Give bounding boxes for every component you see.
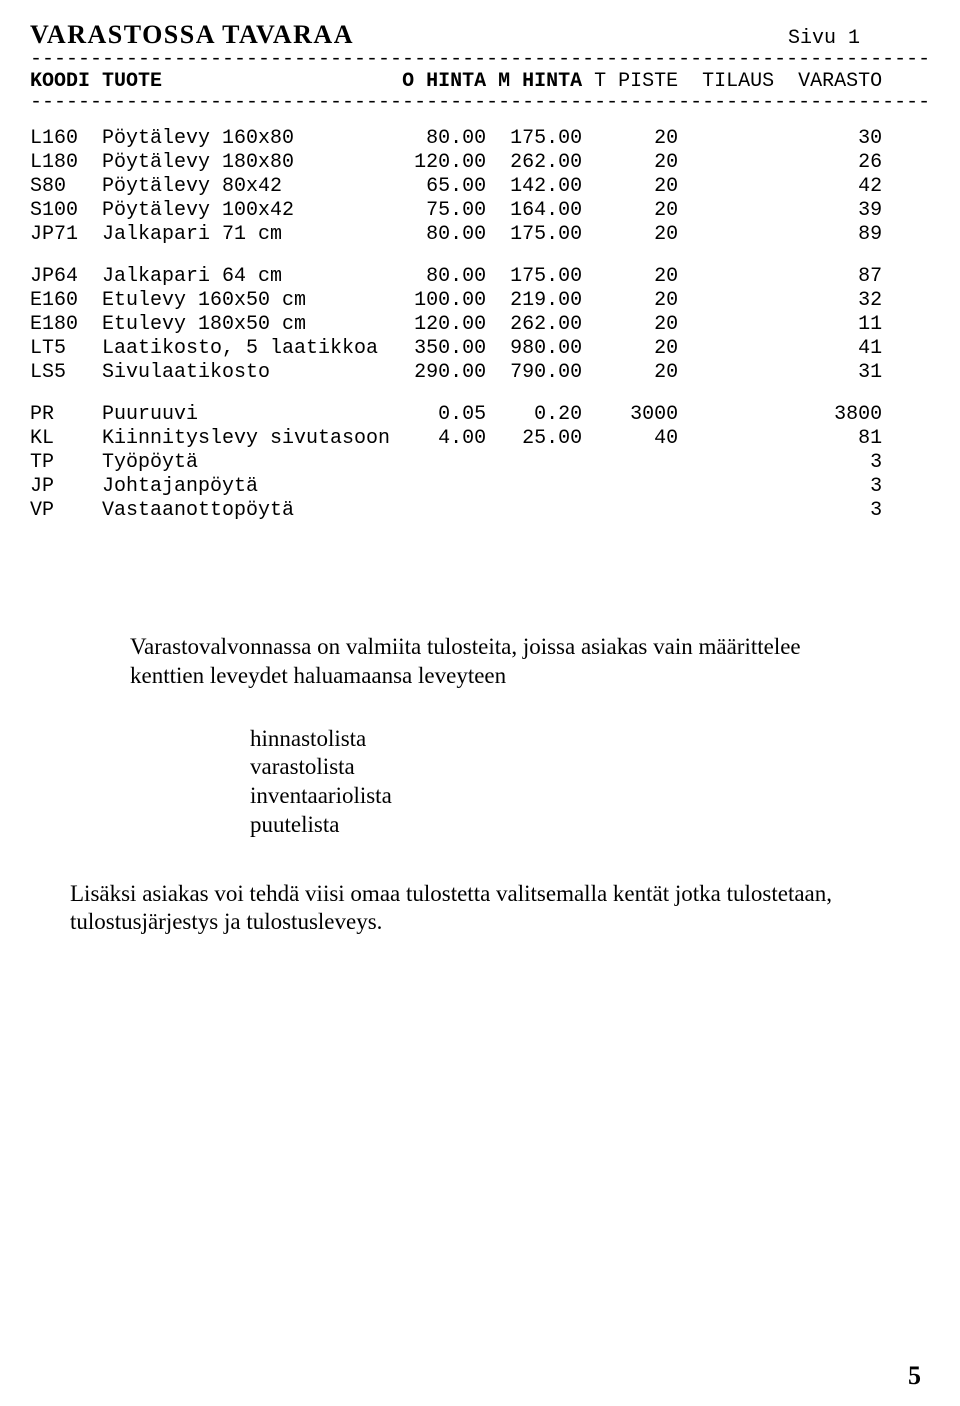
list-item: hinnastolista <box>250 725 930 754</box>
list-item: varastolista <box>250 753 930 782</box>
list-item: puutelista <box>250 811 930 840</box>
divider-header: ----------------------------------------… <box>30 97 930 109</box>
page-label: Sivu 1 <box>788 27 930 50</box>
page-number: 5 <box>908 1361 922 1391</box>
divider-top: ----------------------------------------… <box>30 54 930 66</box>
table-body-group1: L160 Pöytälevy 160x80 80.00 175.00 20 30… <box>30 127 930 247</box>
table-body-group2: JP64 Jalkapari 64 cm 80.00 175.00 20 87 … <box>30 265 930 385</box>
table-body-group3: PR Puuruuvi 0.05 0.20 3000 3800 KL Kiinn… <box>30 403 930 523</box>
table-header-row: KOODI TUOTE O HINTA M HINTA T PISTE TILA… <box>30 70 930 93</box>
list-item: inventaariolista <box>250 782 930 811</box>
report-title: VARASTOSSA TAVARAA <box>30 20 354 50</box>
paragraph-extra: Lisäksi asiakas voi tehdä viisi omaa tul… <box>70 880 890 938</box>
paragraph-intro: Varastovalvonnassa on valmiita tulosteit… <box>130 633 870 691</box>
report-type-list: hinnastolistavarastolistainventaariolist… <box>250 725 930 840</box>
